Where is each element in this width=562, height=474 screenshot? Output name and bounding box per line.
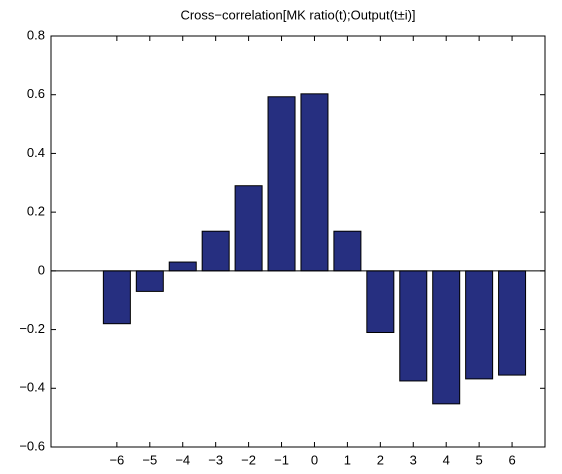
x-tick-label: −1 <box>274 452 289 467</box>
bar <box>300 93 329 272</box>
y-tick-label: −0.6 <box>19 438 45 453</box>
bar <box>333 230 362 272</box>
x-tick-label: −6 <box>109 452 124 467</box>
x-tick-label: 3 <box>410 452 417 467</box>
bar <box>366 270 395 334</box>
chart-title: Cross−correlation[MK ratio(t);Output(t±i… <box>180 7 415 22</box>
x-tick-label: 0 <box>311 452 318 467</box>
y-tick-label: 0.8 <box>27 27 45 42</box>
x-tick-label: 1 <box>344 452 351 467</box>
bar <box>135 270 164 292</box>
bar <box>201 230 230 272</box>
y-tick-label: 0.4 <box>27 145 45 160</box>
bar <box>498 270 527 376</box>
x-tick-label: −5 <box>142 452 157 467</box>
x-tick-label: −3 <box>208 452 223 467</box>
plot-frame <box>50 35 546 448</box>
y-tick-label: −0.2 <box>19 321 45 336</box>
bar <box>102 270 131 325</box>
bar <box>465 270 494 380</box>
y-tick-label: 0.6 <box>27 86 45 101</box>
bar <box>168 261 197 272</box>
y-tick-label: 0 <box>38 262 45 277</box>
x-tick-label: −4 <box>175 452 190 467</box>
x-tick-label: 5 <box>476 452 483 467</box>
y-tick-label: −0.4 <box>19 380 45 395</box>
bar <box>399 270 428 382</box>
x-tick-label: 2 <box>377 452 384 467</box>
x-tick-label: 4 <box>443 452 450 467</box>
y-tick-label: 0.2 <box>27 204 45 219</box>
bar <box>432 270 461 405</box>
x-tick-label: 6 <box>508 452 515 467</box>
x-tick-label: −2 <box>241 452 256 467</box>
bar <box>267 96 296 272</box>
bar <box>234 185 263 272</box>
